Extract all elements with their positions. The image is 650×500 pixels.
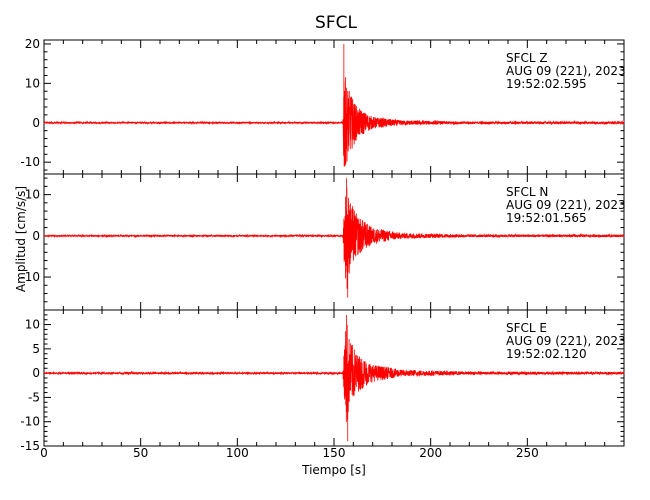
y-tick-label: 5 <box>32 342 40 356</box>
station-component-label: SFCL N <box>506 185 548 199</box>
y-tick-label: 10 <box>25 318 40 332</box>
x-axis-ticks: 0 50 100 150 200 250 <box>40 446 539 460</box>
x-tick-label: 250 <box>516 446 539 460</box>
y-tick-label: -10 <box>20 270 40 284</box>
y-tick-label: 0 <box>32 116 40 130</box>
y-tick-label: -15 <box>20 439 40 453</box>
x-tick-label: 200 <box>419 446 442 460</box>
waveform-line <box>43 324 625 423</box>
station-component-label: SFCL E <box>506 321 547 335</box>
x-axis-label: Tiempo [s] <box>301 463 366 477</box>
y-tick-label: 10 <box>25 76 40 90</box>
chart-title: SFCL <box>315 13 357 33</box>
time-label: 19:52:01.565 <box>506 211 587 225</box>
time-label: 19:52:02.120 <box>506 347 587 361</box>
x-tick-label: 100 <box>226 446 249 460</box>
y-tick-label: -5 <box>28 390 40 404</box>
waveform-line <box>43 187 625 289</box>
y-tick-label: 20 <box>25 37 40 51</box>
date-label: AUG 09 (221), 2023 <box>506 198 626 212</box>
waveform-line <box>43 76 625 167</box>
y-tick-label: -10 <box>20 415 40 429</box>
y-tick-label: 0 <box>32 229 40 243</box>
y-tick-label: 0 <box>32 366 40 380</box>
x-tick-label: 50 <box>133 446 148 460</box>
y-tick-label: 10 <box>25 188 40 202</box>
x-tick-label: 150 <box>323 446 346 460</box>
y-tick-label: -10 <box>20 155 40 169</box>
station-component-label: SFCL Z <box>506 51 548 65</box>
x-tick-label: 0 <box>40 446 48 460</box>
date-label: AUG 09 (221), 2023 <box>506 64 626 78</box>
date-label: AUG 09 (221), 2023 <box>506 334 626 348</box>
time-label: 19:52:02.595 <box>506 77 587 91</box>
y-axis-label: Amplitud [cm/s/s] <box>14 186 28 292</box>
